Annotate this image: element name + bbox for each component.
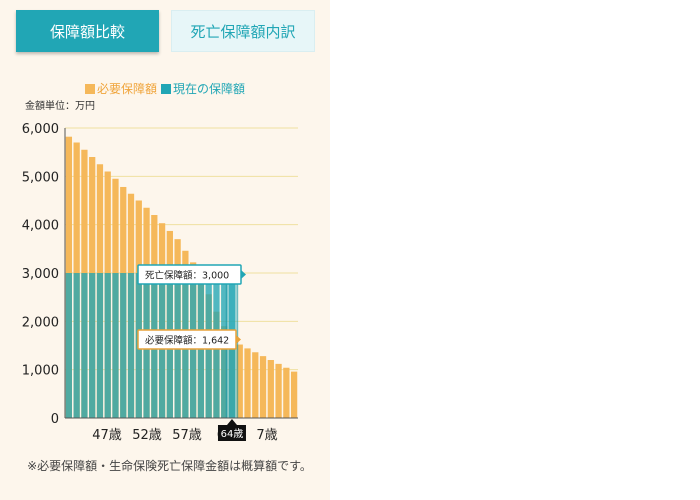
unit-label: 金額単位：万円 [25, 101, 95, 112]
required-bar [275, 363, 282, 418]
legend-label-current: 現在の保障額 [173, 82, 246, 96]
required-bar [267, 360, 274, 418]
legend-label-required: 必要保障額 [96, 82, 157, 96]
death-coverage-tooltip-pointer [241, 270, 246, 279]
required-bar [236, 344, 243, 418]
required-bar [244, 348, 251, 418]
current-bar [89, 273, 96, 418]
legend-swatch-current [161, 83, 171, 94]
y-tick-label: 2,000 [22, 315, 59, 330]
current-bar [65, 273, 73, 418]
required-bar [259, 356, 267, 418]
chart-legend: 必要保障額 現在の保障額 [0, 80, 330, 97]
x-tick-label: 57歳 [172, 428, 202, 443]
required-bar [290, 371, 298, 418]
tab-death-coverage-breakdown[interactable]: 死亡保障額内訳 [171, 10, 315, 52]
legend-swatch-required [84, 83, 95, 94]
current-bar [120, 273, 127, 418]
current-bar [96, 273, 104, 418]
required-bar [252, 352, 259, 418]
y-tick-label: 0 [51, 412, 59, 427]
y-tick-label: 5,000 [22, 170, 59, 185]
legend-item-required: 必要保障額 [84, 80, 157, 97]
current-bar [127, 273, 135, 418]
required-coverage-tooltip-label: 必要保障額：1,642 [145, 335, 229, 347]
current-bar [73, 273, 80, 418]
tab-coverage-comparison[interactable]: 保障額比較 [16, 10, 159, 52]
coverage-bar-chart: 6,000 5,000 4,000 3,000 2,000 1,000 0 47歳 52歳 57歳… [22, 122, 298, 443]
footnote: ※必要保障額・生命保険死亡保障金額は概算額です。 [27, 459, 312, 473]
current-bar [81, 273, 88, 418]
age-marker-pointer [226, 419, 237, 425]
death-coverage-tooltip-label: 死亡保障額：3,000 [145, 270, 229, 282]
age-marker-box [217, 425, 246, 441]
current-bar [104, 273, 111, 418]
y-tick-label: 6,000 [22, 122, 59, 137]
y-tick-label: 4,000 [22, 219, 59, 234]
x-tick-label: 7歳 [256, 428, 277, 443]
y-tick-label: 1,000 [22, 364, 59, 379]
required-coverage-tooltip-pointer [236, 335, 241, 344]
required-bar [283, 367, 290, 418]
y-tick-label: 3,000 [22, 267, 59, 282]
legend-item-current: 現在の保障額 [161, 80, 245, 97]
current-bar [112, 273, 119, 418]
selected-age-label: 64歳 [221, 428, 244, 440]
x-tick-label: 52歳 [132, 428, 162, 443]
x-tick-label: 47歳 [92, 428, 122, 443]
